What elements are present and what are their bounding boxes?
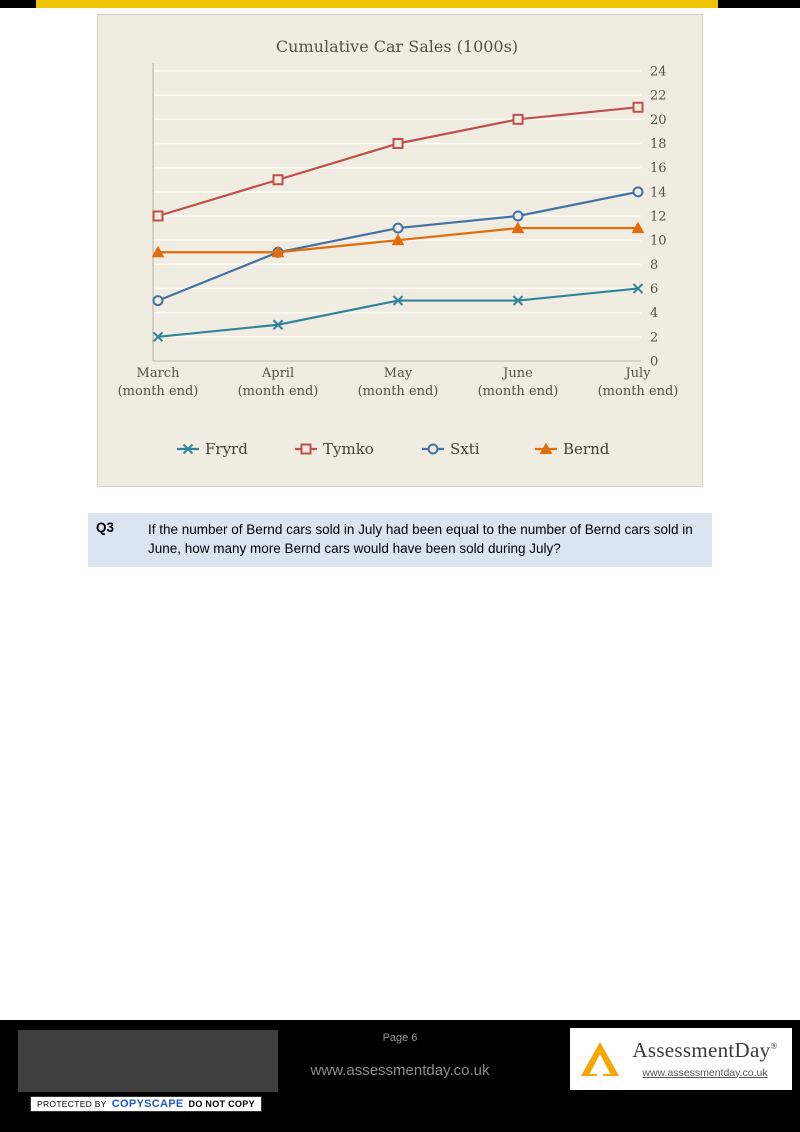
y-tick-label: 8: [650, 258, 658, 273]
y-tick-label: 16: [650, 161, 667, 176]
y-tick-label: 18: [650, 137, 667, 152]
brand-url-link[interactable]: www.assessmentday.co.uk: [642, 1066, 768, 1079]
footer-redacted-block: [18, 1030, 278, 1092]
x-axis-label: April: [261, 366, 294, 381]
y-tick-label: 12: [650, 210, 667, 225]
question-block: Q3 If the number of Bernd cars sold in J…: [88, 513, 712, 568]
series-fryrd: [152, 283, 644, 343]
series-bernd: [151, 221, 645, 258]
series-tymko: [152, 101, 644, 222]
chart-legend: Fryrd Tymko Sxti Bernd: [177, 440, 610, 458]
y-tick-label: 0: [650, 355, 658, 370]
x-axis-label: June: [501, 366, 533, 381]
series-sxti: [152, 186, 644, 307]
copyscape-brand: COPYSCAPE: [111, 1098, 184, 1110]
legend-label: Sxti: [450, 440, 480, 458]
question-number: Q3: [96, 520, 115, 535]
assessmentday-logo-icon: [581, 1042, 619, 1077]
legend-label: Tymko: [323, 440, 374, 458]
y-tick-label: 22: [650, 89, 667, 104]
copyscape-suffix: DO NOT COPY: [188, 1099, 255, 1109]
x-axis-label: March: [137, 366, 181, 381]
copyscape-prefix: PROTECTED BY: [37, 1099, 107, 1109]
y-tick-label: 14: [650, 185, 667, 200]
y-tick-label: 24: [650, 65, 667, 80]
legend-label: Bernd: [563, 440, 610, 458]
footer: Page 6 www.assessmentday.co.uk Assessmen…: [0, 1020, 800, 1132]
x-axis-label: May: [384, 366, 413, 381]
legend-label: Fryrd: [205, 440, 248, 458]
x-axis-sublabel: (month end): [358, 384, 439, 399]
footer-page-label: Page 6: [382, 1032, 418, 1044]
y-tick-label: 20: [650, 113, 667, 128]
x-axis-sublabel: (month end): [478, 384, 559, 399]
y-tick-label: 6: [650, 282, 658, 297]
x-axis-sublabel: (month end): [118, 384, 199, 399]
chart-panel: 0 2 4 6 8 10 12 14 16 18 20 22 24 Cumulative Car Sale…: [97, 14, 703, 487]
copyscape-badge[interactable]: PROTECTED BY COPYSCAPE DO NOT COPY: [30, 1096, 262, 1112]
registered-mark: ®: [770, 1040, 778, 1051]
y-tick-label: 10: [650, 234, 667, 249]
x-axis-label: July: [623, 366, 651, 381]
question-text: If the number of Bernd cars sold in July…: [148, 522, 693, 557]
x-axis-sublabel: (month end): [598, 384, 679, 399]
x-axis-sublabel: (month end): [238, 384, 319, 399]
footer-site-text: www.assessmentday.co.uk: [310, 1062, 490, 1079]
assessmentday-brand-box: AssessmentDay® www.assessmentday.co.uk: [570, 1028, 792, 1090]
y-tick-label: 4: [650, 306, 658, 321]
top-accent-bar: [36, 0, 718, 8]
chart-title: Cumulative Car Sales (1000s): [276, 37, 518, 56]
top-strip: [0, 0, 800, 8]
y-tick-label: 2: [650, 330, 658, 345]
brand-name: AssessmentDay®: [632, 1037, 778, 1062]
